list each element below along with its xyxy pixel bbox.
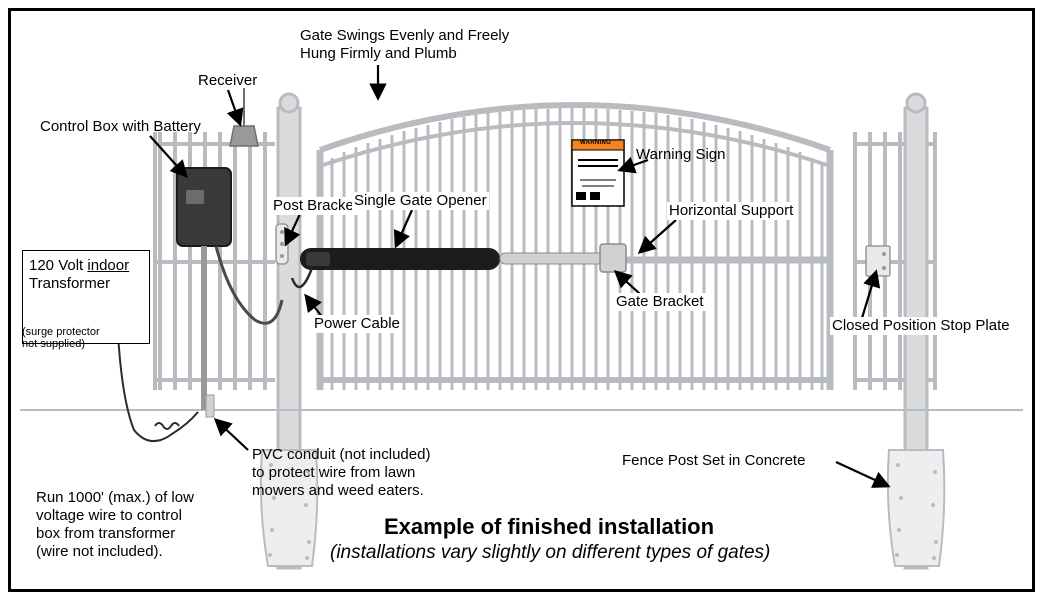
label-horizontal-support: Horizontal Support — [667, 202, 795, 220]
transformer-underline: indoor — [87, 257, 129, 274]
transformer-line1: 120 Volt — [29, 257, 87, 274]
title-main: Example of finished installation — [384, 514, 714, 540]
label-gate-bracket: Gate Bracket — [614, 293, 706, 311]
label-power-cable: Power Cable — [312, 315, 402, 333]
label-pvc-conduit: PVC conduit (not included) to protect wi… — [252, 446, 430, 500]
label-closed-stop: Closed Position Stop Plate — [830, 317, 1012, 335]
title-sub: (installations vary slightly on differen… — [330, 542, 770, 564]
warning-word: WARNING — [580, 140, 611, 147]
surge-note: (surge protector not supplied) — [22, 326, 110, 350]
label-post-bracket: Post Bracket — [271, 197, 360, 215]
label-warning-sign: Warning Sign — [636, 146, 726, 164]
label-fence-post-concrete: Fence Post Set in Concrete — [622, 452, 805, 470]
label-control-box: Control Box with Battery — [40, 118, 201, 136]
label-receiver: Receiver — [198, 72, 257, 90]
label-low-voltage: Run 1000' (max.) of low voltage wire to … — [36, 489, 194, 561]
transformer-line2: Transformer — [29, 275, 110, 292]
label-single-opener: Single Gate Opener — [352, 192, 489, 210]
label-gate-swings: Gate Swings Evenly and Freely Hung Firml… — [300, 27, 509, 63]
transformer-label: 120 Volt indoor Transformer — [29, 257, 129, 293]
